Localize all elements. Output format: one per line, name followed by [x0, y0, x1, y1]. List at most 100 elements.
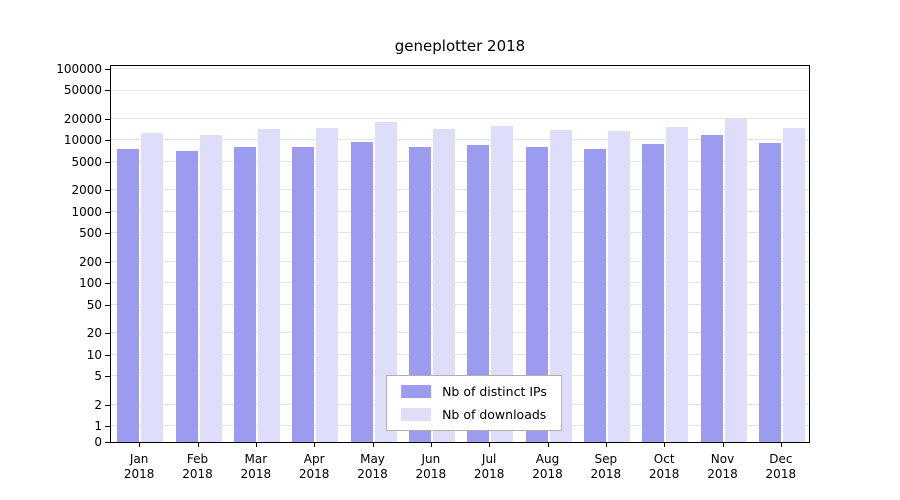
bar-downloads — [199, 134, 222, 442]
plot-area: Nb of distinct IPs Nb of downloads — [110, 65, 810, 443]
x-tick-label-line: 2018 — [298, 467, 330, 481]
x-tick-label: Feb 2018 — [169, 452, 227, 482]
y-tick-mark — [105, 190, 110, 192]
y-tick-label: 2000 — [71, 183, 102, 198]
x-tick-label-line: 2018 — [765, 467, 797, 481]
bar-downloads — [374, 122, 397, 442]
bar-distinct-ips — [350, 142, 373, 442]
bar-distinct-ips — [117, 149, 140, 442]
y-tick-label: 1 — [94, 419, 102, 433]
x-tick-label-line: 2018 — [473, 467, 505, 481]
y-tick-mark — [105, 233, 110, 235]
x-tick-mark — [372, 443, 374, 447]
gridline — [111, 210, 809, 212]
y-tick-label: 50000 — [63, 83, 102, 98]
x-tick-label-line: 2018 — [532, 467, 563, 481]
y-tick-mark — [105, 442, 110, 443]
x-tick-label: Jun 2018 — [402, 452, 460, 482]
bar-distinct-ips — [700, 134, 723, 442]
bar-downloads — [257, 128, 280, 442]
x-tick-mark — [197, 443, 199, 447]
y-tick-mark — [105, 354, 110, 356]
bar-distinct-ips — [233, 146, 256, 442]
y-tick-mark — [105, 376, 110, 378]
y-tick-mark — [105, 211, 110, 213]
x-tick-mark — [430, 443, 432, 447]
gridline — [111, 303, 809, 305]
y-tick-label: 100000 — [56, 62, 102, 76]
x-tick-mark — [547, 443, 549, 447]
x-tick-label-line: Apr — [303, 452, 325, 466]
legend-item-downloads: Nb of downloads — [401, 407, 547, 422]
gridline — [111, 68, 809, 69]
y-tick-label: 20000 — [63, 111, 102, 126]
x-tick-label-line: 2018 — [707, 467, 738, 481]
y-tick-mark — [105, 261, 110, 263]
x-tick-mark — [489, 443, 491, 447]
y-tick-mark — [105, 140, 110, 142]
y-tick-mark — [105, 90, 110, 92]
y-tick-label: 10000 — [63, 133, 102, 148]
legend-swatch-downloads — [401, 408, 432, 421]
gridline — [111, 232, 809, 234]
x-tick-label-line: Dec — [769, 452, 793, 466]
bar-distinct-ips — [642, 143, 665, 442]
bar-distinct-ips — [292, 146, 315, 442]
x-tick-label-line: Sep — [594, 452, 618, 466]
gridline — [111, 332, 809, 334]
y-tick-label: 0 — [94, 435, 102, 449]
x-tick-mark — [139, 443, 141, 447]
y-tick-mark — [105, 69, 110, 70]
x-tick-label-line: 2018 — [648, 467, 680, 481]
bar-downloads — [666, 126, 689, 442]
x-tick-label-line: 2018 — [123, 467, 155, 481]
gridline — [111, 117, 809, 119]
legend-label-downloads: Nb of downloads — [442, 407, 547, 422]
legend-swatch-distinct-ips — [401, 385, 432, 398]
x-tick-label: Mar 2018 — [227, 452, 285, 482]
gridline — [111, 189, 809, 191]
y-tick-label: 1000 — [71, 204, 102, 219]
gridline — [111, 139, 809, 141]
bar-distinct-ips — [467, 144, 490, 442]
x-tick-label-line: Nov — [710, 452, 735, 466]
gridline — [111, 353, 809, 355]
chart-title: geneplotter 2018 — [394, 37, 526, 55]
x-tick-label: Sep 2018 — [577, 452, 635, 482]
bar-downloads — [607, 131, 630, 442]
gridline — [111, 160, 809, 162]
x-tick-label-line: Mar — [244, 452, 268, 466]
gridline — [111, 282, 809, 284]
bar-distinct-ips — [175, 150, 198, 442]
x-tick-label-line: Jan — [129, 452, 149, 466]
x-tick-label: Nov 2018 — [694, 452, 752, 482]
bar-distinct-ips — [525, 147, 548, 442]
bar-distinct-ips — [408, 146, 431, 442]
bar-downloads — [141, 133, 164, 442]
y-tick-label: 2 — [94, 397, 102, 412]
x-tick-mark — [664, 443, 666, 447]
x-tick-mark — [314, 443, 316, 447]
legend-label-distinct-ips: Nb of distinct IPs — [442, 384, 547, 399]
y-tick-label: 5000 — [71, 154, 102, 169]
legend-item-distinct-ips: Nb of distinct IPs — [401, 384, 547, 399]
x-tick-mark — [605, 443, 607, 447]
bar-downloads — [432, 128, 455, 442]
y-tick-mark — [105, 304, 110, 306]
bar-downloads — [316, 127, 339, 442]
x-tick-label: Dec 2018 — [752, 452, 810, 482]
x-tick-label-line: Oct — [653, 452, 675, 466]
x-tick-label-line: Feb — [186, 452, 209, 466]
x-tick-label-line: Jun — [421, 452, 441, 466]
gridline — [111, 89, 809, 91]
y-tick-label: 100 — [79, 276, 102, 291]
legend: Nb of distinct IPs Nb of downloads — [386, 375, 562, 431]
bar-distinct-ips — [583, 148, 606, 442]
y-tick-mark — [105, 118, 110, 120]
x-tick-label-line: 2018 — [240, 467, 272, 481]
bar-downloads — [782, 127, 805, 442]
y-tick-label: 5 — [94, 369, 102, 384]
x-tick-label: Oct 2018 — [635, 452, 693, 482]
y-tick-label: 50 — [86, 297, 102, 312]
